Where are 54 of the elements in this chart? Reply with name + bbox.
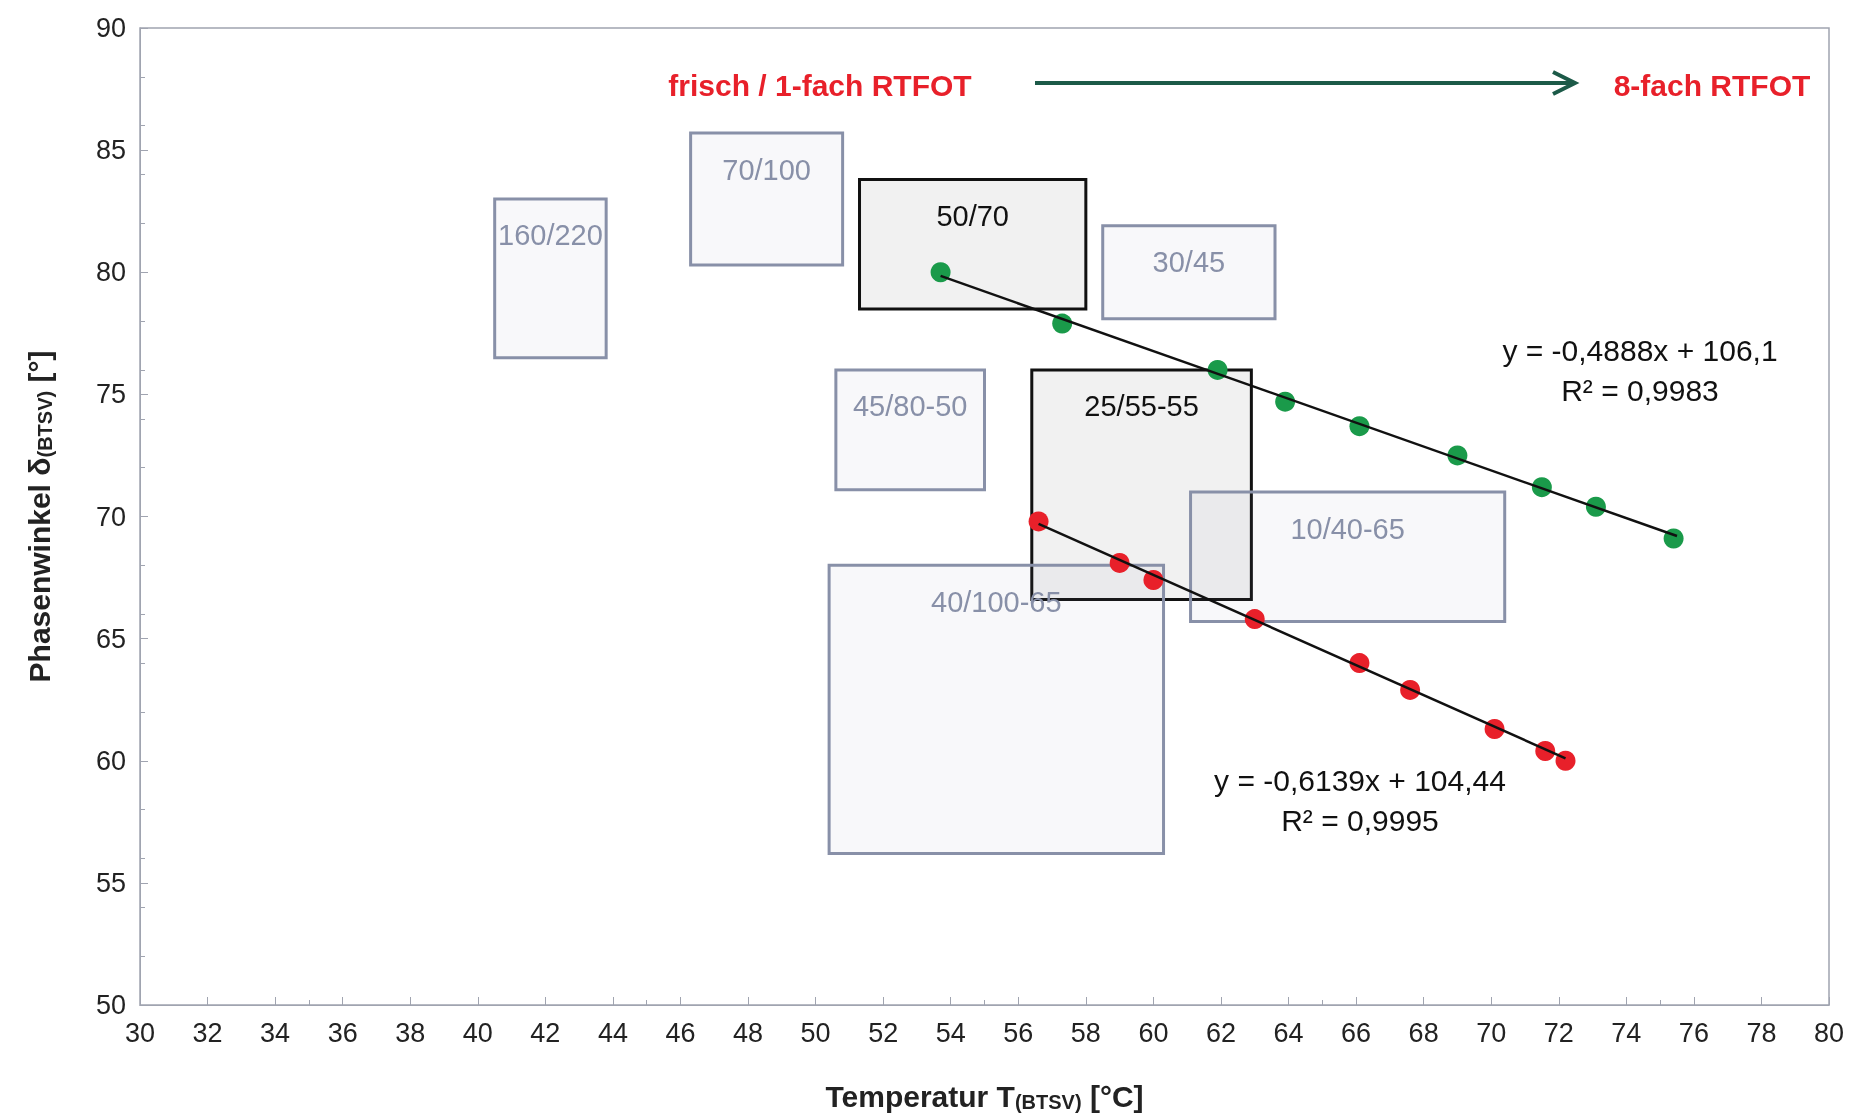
point — [1028, 511, 1049, 532]
legend-label: 10/40-65 — [1290, 512, 1405, 545]
x-tick-label: 62 — [1205, 1017, 1236, 1048]
x-tick-label: 34 — [260, 1017, 291, 1048]
y-tick-label: 80 — [95, 257, 126, 288]
x-tick-label: 36 — [327, 1017, 358, 1048]
x-tick-label: 58 — [1070, 1017, 1101, 1048]
y-tick-label: 55 — [95, 867, 126, 898]
y-tick-label: 60 — [95, 745, 126, 776]
legend-label: 25/55-55 — [1084, 390, 1199, 423]
x-tick-label: 32 — [192, 1017, 223, 1048]
x-tick-label: 68 — [1408, 1017, 1439, 1048]
x-tick-label: 52 — [868, 1017, 899, 1048]
x-tick-label: 72 — [1543, 1017, 1574, 1048]
annotation: y = -0,6139x + 104,44 — [1214, 763, 1506, 797]
x-tick-label: 50 — [800, 1017, 831, 1048]
y-tick-label: 65 — [95, 623, 126, 654]
legend-label: 50/70 — [936, 199, 1009, 232]
legend-label: 30/45 — [1152, 246, 1226, 279]
x-tick-label: 76 — [1678, 1017, 1709, 1048]
x-tick-label: 30 — [124, 1017, 156, 1048]
x-tick-label: 42 — [530, 1017, 561, 1048]
y-tick-label: 75 — [95, 379, 126, 410]
legend-label: 45/80-50 — [852, 390, 968, 423]
x-tick-label: 44 — [597, 1017, 628, 1048]
x-tick-label: 46 — [665, 1017, 696, 1048]
x-tick-label: 54 — [935, 1017, 966, 1048]
annotation: R² = 0,9995 — [1281, 803, 1439, 837]
annotation: R² = 0,9983 — [1561, 373, 1719, 407]
y-axis-title: Phasenwinkel δ(BTSV) [°] — [22, 350, 56, 683]
x-tick-label: 56 — [1003, 1017, 1034, 1048]
x-tick-label: 64 — [1273, 1017, 1304, 1048]
x-tick-label: 60 — [1138, 1017, 1169, 1048]
x-tick-label: 74 — [1611, 1017, 1642, 1048]
x-axis-title: Temperatur T(BTSV) [°C] — [825, 1079, 1144, 1113]
legend-label: 70/100 — [722, 153, 811, 186]
legend-label: 160/220 — [498, 219, 603, 252]
x-tick-label: 48 — [733, 1017, 764, 1048]
annotation: y = -0,4888x + 106,1 — [1502, 333, 1778, 367]
legend-label: 40/100-65 — [931, 585, 1062, 618]
y-tick-label: 70 — [95, 501, 126, 532]
x-tick-label: 38 — [395, 1017, 426, 1048]
point — [1555, 750, 1576, 771]
y-tick-label: 50 — [95, 990, 126, 1020]
x-tick-label: 40 — [462, 1017, 493, 1048]
y-tick-label: 90 — [95, 13, 126, 43]
x-tick-label: 80 — [1813, 1017, 1845, 1048]
x-tick-label: 70 — [1476, 1017, 1507, 1048]
x-tick-label: 66 — [1341, 1017, 1372, 1048]
y-tick-label: 85 — [95, 135, 126, 166]
x-tick-label: 78 — [1746, 1017, 1777, 1048]
point — [930, 262, 951, 283]
annotation: frisch / 1-fach RTFOT — [668, 68, 972, 102]
annotation: 8-fach RTFOT — [1613, 68, 1811, 102]
